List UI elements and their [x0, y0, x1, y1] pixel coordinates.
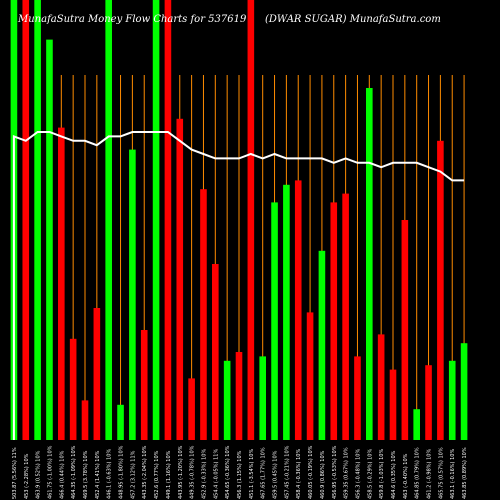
bar-up	[152, 0, 160, 440]
bar-down	[58, 127, 65, 440]
x-tick-label: 459.35 (0.67%) 10%	[344, 447, 350, 499]
x-tick-label: 443.95 (-1.20%) 10%	[178, 445, 184, 499]
bar-down	[176, 118, 184, 441]
x-tick-label: 448.95 (-1.80%) 10%	[119, 445, 125, 499]
x-tick-label: 456.3 (1.15%) 10%	[237, 450, 243, 499]
money-flow-line	[12, 131, 465, 440]
x-tick-label: 449.1 (1.16%) 10%	[166, 450, 172, 499]
x-tick-label: 464.6 (0.35%) 10%	[391, 450, 397, 499]
bar-up	[34, 0, 41, 440]
x-tick-label: 461.2 (-0.98%) 10%	[427, 449, 433, 499]
bar-down	[306, 312, 314, 440]
bar-down	[200, 189, 207, 440]
x-tick-label: 457.45 (-0.21%) 10%	[284, 445, 290, 499]
x-tick-label: 467.65 (1.77%) 10%	[261, 447, 267, 499]
x-tick-label: 457.2 (3.12%) 11%	[130, 450, 136, 499]
x-tick-label: 443.35 (-2.04%) 10%	[142, 445, 148, 499]
x-tick-label: 452.6 (0.77%) 10%	[154, 450, 160, 499]
bar-up	[318, 250, 326, 440]
bar-down	[81, 400, 89, 440]
x-tick-label: 463.85 (0.89%) 10%	[462, 447, 468, 499]
bar-up	[271, 202, 278, 440]
bar-down	[377, 334, 385, 440]
bar-up	[448, 360, 456, 440]
bar-up	[117, 404, 124, 440]
bar-down	[437, 140, 444, 441]
bar-down	[389, 369, 397, 440]
bar-down	[93, 308, 101, 440]
bar-up	[259, 356, 266, 440]
x-tick-label: 464.35 (-1.09%) 10%	[71, 445, 77, 499]
x-tick-label: 464.85 (0.79%) 10%	[415, 447, 421, 499]
bar-down	[247, 0, 255, 440]
bar-up	[223, 360, 231, 440]
bar-down	[294, 180, 302, 440]
x-tick-label: 456.95 (-0.53%) 10%	[332, 445, 338, 499]
bar-down	[330, 202, 338, 440]
bar-down	[212, 264, 219, 440]
x-tick-label: 463.1 (-0.16%) 10%	[450, 449, 456, 499]
x-tick-label: 466.4 (0.44%) 10%	[59, 450, 65, 499]
bar-up	[283, 184, 290, 440]
bar-up	[46, 39, 53, 440]
x-tick-label: 463.9 (0.52%) 10%	[36, 450, 42, 499]
x-tick-label: 456.3 (-0.48%) 10%	[356, 449, 362, 499]
x-tick-label: 452.9 (-0.33%) 10%	[202, 449, 208, 499]
x-tick-label: 465.75 (0.57%) 10%	[438, 447, 444, 499]
bar-up	[460, 343, 468, 440]
x-tick-label: 452.4 (1.41%) 10%	[95, 450, 101, 499]
bar-up	[129, 149, 136, 440]
bar-down	[235, 352, 243, 440]
x-tick-label: 453 (-2.28%) 10%	[24, 453, 30, 499]
x-tick-label: 449.35 (-0.78%) 10%	[190, 445, 196, 499]
bar-down	[342, 193, 349, 440]
x-tick-label: 454.4 (-0.05%) 11%	[213, 449, 219, 499]
bar-down	[425, 365, 432, 440]
x-tick-label: 461.75 (-1.00%) 10%	[48, 445, 54, 499]
x-tick-label: 459.5 (0.45%) 10%	[273, 450, 279, 499]
x-tick-label: 460.05 (-0.19%) 10%	[308, 445, 314, 499]
x-tick-label: 458.5 (-0.29%) 10%	[367, 449, 373, 499]
bar-down	[188, 378, 195, 440]
bar-down	[69, 338, 77, 440]
bar-up	[105, 0, 112, 440]
chart-header-left: MunafaSutra Money Flow Charts for 537619	[18, 14, 247, 25]
bar-down	[401, 220, 409, 440]
bar-down	[22, 0, 30, 440]
bar-down	[354, 356, 361, 440]
bar-down	[140, 330, 148, 440]
x-tick-label: 446.1 (-0.63%) 10%	[107, 449, 113, 499]
x-tick-label: 463 (-0.40%) 10%	[403, 453, 409, 499]
chart-header-right: (DWAR SUGAR) MunafaSutra.com	[265, 14, 441, 25]
bar-up	[366, 88, 373, 440]
x-tick-label: 458.4 (-0.36%) 10%	[296, 449, 302, 499]
x-tick-label: 460.9 (0.86%) 10%	[320, 450, 326, 499]
bar-up	[413, 409, 420, 440]
bar-down	[164, 0, 172, 440]
x-tick-label: 454.65 (-0.36%) 10%	[225, 445, 231, 499]
x-tick-label: 503.87 (5.56%) 11%	[12, 447, 18, 499]
x-tick-label: 469.5 (3.78%) 10%	[83, 450, 89, 499]
x-tick-label: 459.8 (-1.03%) 10%	[379, 449, 385, 499]
x-tick-label: 451.1 (-3.54%) 10%	[249, 449, 255, 499]
